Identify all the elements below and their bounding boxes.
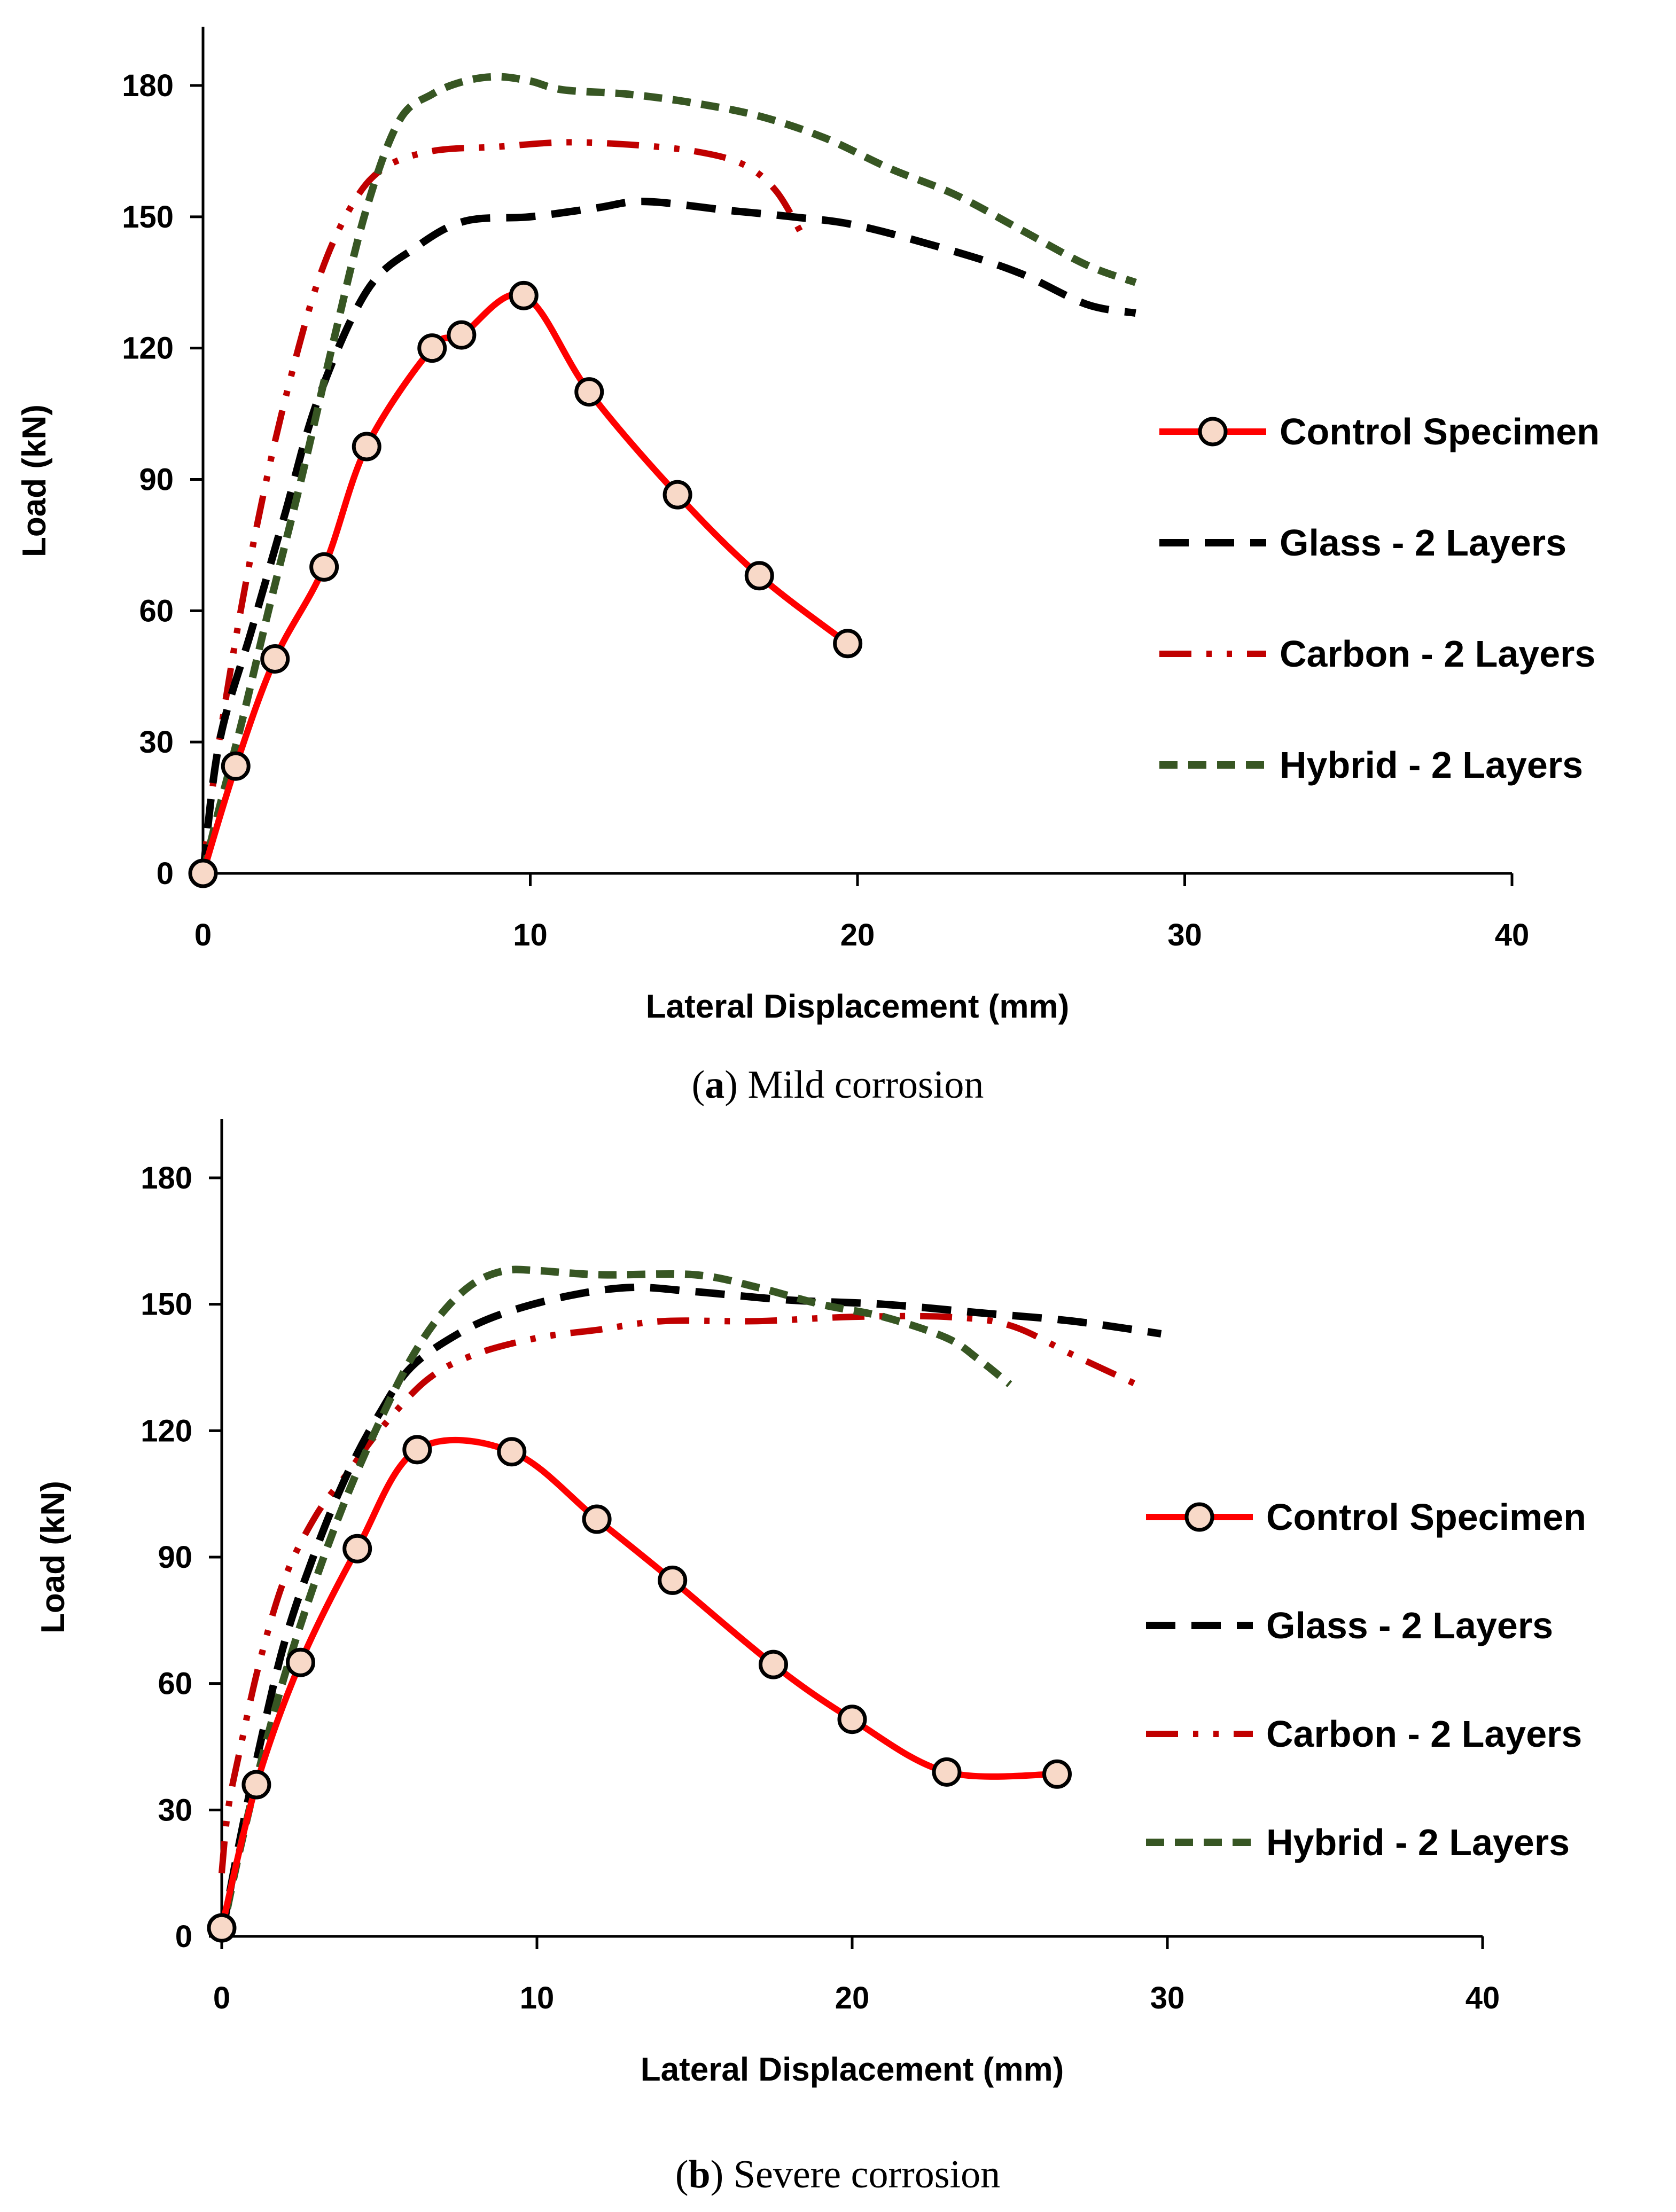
data-point-control bbox=[309, 552, 339, 582]
y-tick-label: 150 bbox=[122, 200, 174, 235]
data-point-control bbox=[759, 1650, 788, 1679]
data-point-control bbox=[286, 1647, 315, 1677]
series-line-hybrid bbox=[199, 73, 1137, 874]
data-point-control bbox=[574, 377, 604, 407]
y-tick-label: 180 bbox=[141, 1161, 192, 1195]
data-point-control bbox=[221, 751, 251, 781]
legend-label-carbon: Carbon - 2 Layers bbox=[1280, 633, 1595, 675]
y-tick-label: 30 bbox=[158, 1793, 192, 1827]
y-tick-label: 60 bbox=[158, 1667, 192, 1701]
data-point-control bbox=[582, 1504, 612, 1534]
y-tick-label: 30 bbox=[139, 725, 174, 760]
panel-caption: (b) Severe corrosion bbox=[675, 2153, 1000, 2197]
y-tick-label: 120 bbox=[122, 331, 174, 366]
panel-caption: (a) Mild corrosion bbox=[692, 1063, 984, 1107]
y-tick-label: 90 bbox=[158, 1540, 192, 1575]
series-line-glass bbox=[218, 1283, 1162, 1937]
x-tick-label: 40 bbox=[1495, 918, 1530, 952]
x-tick-label: 30 bbox=[1167, 918, 1202, 952]
caption-text: Severe corrosion bbox=[734, 2153, 1000, 2197]
data-point-control bbox=[744, 561, 774, 591]
legend-label-hybrid: Hybrid - 2 Layers bbox=[1266, 1822, 1570, 1863]
x-axis-title: Lateral Displacement (mm) bbox=[646, 988, 1069, 1025]
data-point-control bbox=[188, 858, 218, 888]
data-point-control bbox=[402, 1435, 432, 1465]
data-point-control bbox=[241, 1770, 271, 1800]
series-line-hybrid bbox=[218, 1265, 1012, 1937]
series-line-glass bbox=[199, 198, 1136, 874]
series-line-carbon bbox=[219, 1312, 1147, 1874]
data-point-control bbox=[837, 1705, 867, 1734]
x-tick-label: 10 bbox=[520, 1981, 555, 2015]
data-point-control bbox=[207, 1913, 237, 1943]
chart-severe-corrosion: 0 30 60 90 120 150 180 0 10 20 30 40 Load (kN) Latera… bbox=[35, 1119, 1586, 2197]
series-line-carbon bbox=[200, 139, 805, 874]
data-point-control bbox=[932, 1757, 962, 1787]
data-point-control bbox=[417, 333, 447, 363]
caption-open: ( bbox=[692, 1063, 705, 1107]
legend-marker-control bbox=[1184, 1502, 1214, 1532]
data-point-control bbox=[497, 1437, 527, 1467]
y-tick-label: 150 bbox=[141, 1287, 192, 1322]
legend-label-control: Control Specimen bbox=[1266, 1496, 1586, 1538]
legend-marker-control bbox=[1198, 417, 1228, 447]
legend-label-control: Control Specimen bbox=[1280, 411, 1600, 452]
x-tick-label: 20 bbox=[835, 1981, 870, 2015]
legend-label-glass: Glass - 2 Layers bbox=[1266, 1605, 1553, 1646]
y-tick-label: 60 bbox=[139, 593, 174, 628]
caption-open: ( bbox=[675, 2153, 689, 2197]
caption-letter: b bbox=[689, 2153, 711, 2197]
caption-text: Mild corrosion bbox=[747, 1063, 984, 1107]
y-tick-label: 90 bbox=[139, 463, 174, 497]
x-tick-label: 30 bbox=[1150, 1981, 1185, 2015]
data-point-control bbox=[342, 1534, 372, 1564]
legend-label-glass: Glass - 2 Layers bbox=[1280, 522, 1566, 564]
y-tick-label: 120 bbox=[141, 1413, 192, 1448]
legend: Control Specimen Glass - 2 Layers Carbon -… bbox=[1159, 411, 1600, 786]
data-point-control bbox=[1042, 1759, 1072, 1789]
data-point-control bbox=[260, 644, 290, 674]
x-tick-label: 0 bbox=[213, 1981, 230, 2015]
x-axis-title: Lateral Displacement (mm) bbox=[641, 2051, 1064, 2088]
legend-label-carbon: Carbon - 2 Layers bbox=[1266, 1713, 1582, 1755]
legend-label-hybrid: Hybrid - 2 Layers bbox=[1280, 744, 1583, 786]
y-tick-label: 180 bbox=[122, 68, 174, 103]
x-tick-label: 40 bbox=[1465, 1981, 1500, 2015]
legend: Control Specimen Glass - 2 Layers Carbon -… bbox=[1146, 1496, 1586, 1863]
y-axis-title: Load (kN) bbox=[35, 1481, 72, 1633]
y-tick-label: 0 bbox=[157, 856, 174, 891]
series-line-control bbox=[219, 1436, 1057, 1929]
x-tick-label: 0 bbox=[194, 918, 212, 952]
caption-close: ) bbox=[711, 2153, 734, 2197]
data-point-control bbox=[447, 320, 477, 350]
data-point-control bbox=[833, 629, 863, 659]
data-point-control bbox=[352, 432, 381, 462]
caption-close: ) bbox=[724, 1063, 747, 1107]
x-tick-label: 20 bbox=[840, 918, 875, 952]
data-point-control bbox=[662, 480, 692, 510]
y-tick-label: 0 bbox=[175, 1919, 192, 1954]
y-axis-title: Load (kN) bbox=[16, 404, 53, 557]
series-line-control bbox=[200, 291, 850, 874]
caption-letter: a bbox=[705, 1063, 724, 1107]
data-point-control bbox=[658, 1565, 688, 1595]
data-point-control bbox=[509, 280, 539, 310]
chart-mild-corrosion: 0 30 60 90 120 150 180 0 10 20 30 40 Load (kN) Latera… bbox=[16, 27, 1600, 1107]
x-tick-label: 10 bbox=[513, 918, 548, 952]
